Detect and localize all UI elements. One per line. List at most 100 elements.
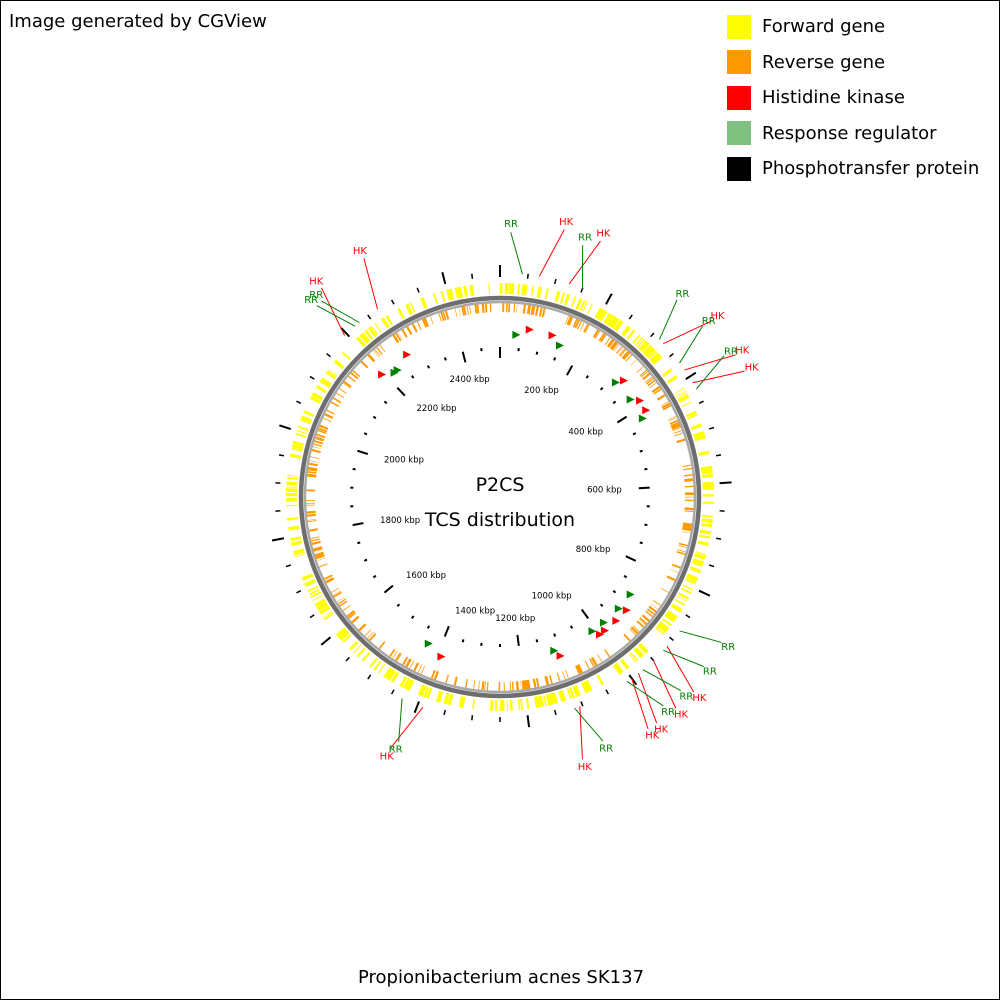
outer-tick (685, 371, 697, 380)
reverse-gene (676, 438, 686, 444)
forward-gene (386, 669, 396, 681)
forward-gene (649, 352, 660, 362)
forward-gene (317, 602, 329, 612)
outer-tick (326, 353, 331, 358)
reverse-gene (484, 303, 488, 313)
forward-gene (663, 369, 673, 378)
forward-gene (587, 303, 593, 315)
forward-gene (686, 577, 697, 583)
histidine-kinase-marker (556, 651, 565, 660)
reverse-gene (330, 401, 340, 408)
reverse-gene (314, 440, 324, 445)
forward-gene (312, 595, 323, 602)
reverse-gene (358, 623, 367, 632)
reverse-gene (401, 329, 408, 338)
forward-gene (622, 326, 632, 337)
callout-label: HK (735, 346, 750, 357)
forward-gene (579, 300, 586, 311)
reverse-gene (332, 590, 341, 596)
forward-gene (361, 652, 371, 662)
reverse-gene (684, 499, 694, 502)
reverse-gene (336, 596, 345, 603)
reverse-gene (684, 478, 694, 480)
reverse-gene (604, 337, 611, 346)
reverse-gene (578, 664, 583, 673)
forward-gene (286, 504, 298, 507)
forward-gene (551, 693, 556, 704)
kbp-tick (566, 365, 574, 376)
reverse-gene (606, 338, 614, 347)
kbp-tick-label: 400 kbp (568, 428, 603, 438)
forward-gene (559, 292, 566, 304)
callout-label: RR (724, 346, 738, 357)
reverse-gene (465, 678, 468, 689)
forward-gene (639, 643, 649, 653)
reverse-gene (306, 513, 316, 517)
outer-tick (296, 589, 302, 594)
forward-gene (678, 592, 689, 600)
forward-gene (289, 453, 302, 459)
legend-item-forward-gene: Forward gene (727, 9, 979, 45)
callout-line (642, 669, 682, 692)
kbp-tick (535, 351, 539, 355)
forward-gene (390, 671, 400, 683)
forward-gene (689, 566, 702, 574)
reverse-gene (672, 426, 682, 431)
reverse-gene (484, 681, 486, 691)
reverse-gene (668, 416, 677, 421)
reverse-gene (684, 492, 694, 494)
forward-gene (666, 375, 678, 384)
kbp-tick (516, 634, 520, 646)
forward-gene (525, 698, 530, 710)
reverse-gene (682, 523, 692, 527)
reverse-gene (306, 502, 316, 504)
forward-gene (316, 601, 328, 610)
reverse-gene (307, 475, 317, 478)
forward-gene (420, 297, 428, 309)
callout-label: HK (654, 725, 669, 736)
kbp-tick (625, 555, 637, 562)
outer-tick (709, 426, 715, 430)
forward-gene (700, 466, 713, 472)
reverse-gene (538, 307, 543, 317)
forward-gene (309, 588, 320, 596)
outer-tick (390, 689, 395, 695)
reverse-gene (671, 425, 681, 430)
forward-gene (636, 338, 646, 348)
reverse-gene (670, 568, 679, 573)
forward-gene (542, 695, 547, 707)
reverse-gene (621, 350, 629, 359)
outer-tick (526, 715, 531, 728)
forward-gene (694, 552, 706, 560)
reverse-gene (636, 366, 644, 373)
reverse-gene (630, 627, 638, 635)
forward-gene (671, 603, 683, 613)
reverse-gene (392, 334, 400, 343)
kbp-tick (599, 603, 604, 608)
forward-gene (575, 298, 583, 310)
forward-gene (339, 631, 349, 640)
forward-gene (309, 397, 321, 404)
forward-gene (690, 423, 703, 431)
kbp-tick (616, 415, 628, 424)
reverse-gene (339, 600, 348, 607)
forward-gene (286, 481, 298, 484)
callout-line (510, 232, 523, 275)
forward-gene (292, 440, 305, 447)
forward-gene (494, 699, 498, 711)
backbone-ring-inner (303, 300, 697, 694)
histidine-kinase-marker (403, 350, 412, 359)
callout-label: RR (304, 295, 318, 306)
forward-gene (381, 317, 390, 329)
kbp-tick (599, 386, 604, 391)
outer-tick (628, 674, 638, 686)
callout-line (658, 299, 678, 340)
outer-tick (441, 272, 447, 285)
outer-tick (553, 709, 557, 716)
reverse-gene (502, 303, 505, 313)
forward-gene (335, 627, 347, 637)
forward-gene (310, 591, 321, 598)
reverse-gene (531, 305, 534, 315)
forward-gene (314, 598, 326, 608)
reverse-gene (462, 306, 465, 316)
